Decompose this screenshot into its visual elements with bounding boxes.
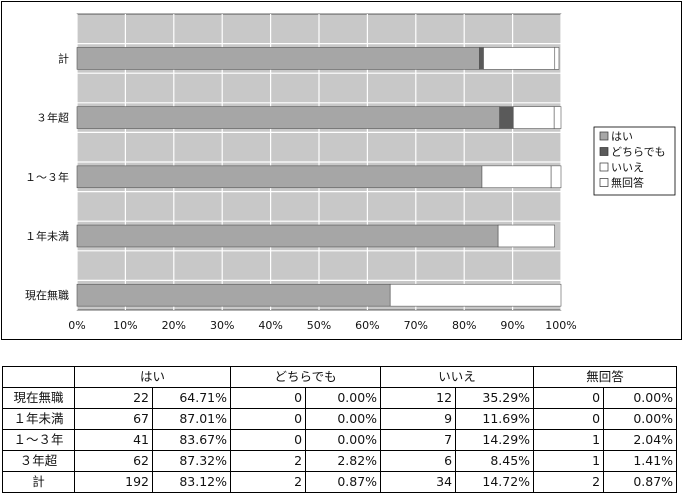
table-cell-percent: 11.69% — [455, 408, 535, 430]
bar-segment — [553, 106, 562, 129]
legend-label: どちらでも — [611, 146, 666, 159]
table-cell-percent: 0.00% — [603, 408, 678, 430]
bar-segment — [76, 47, 480, 70]
table-cell-percent: 35.29% — [455, 387, 535, 409]
legend-swatch — [599, 178, 609, 187]
table-cell-count: 0 — [230, 429, 307, 451]
bar-segment — [499, 106, 514, 129]
table-row: ３年超 62 87.32% 2 2.82% 6 8.45% 1 1.41% — [2, 450, 678, 472]
table-cell-count: 1 — [533, 429, 605, 451]
x-tick-label: 100% — [545, 319, 576, 332]
table-cell-count: 2 — [230, 450, 307, 472]
table-cell-percent: 83.67% — [151, 429, 232, 451]
legend-label: 無回答 — [611, 176, 644, 190]
table-cell-count: 34 — [380, 471, 457, 493]
table-row-label: １～３年 — [2, 429, 75, 451]
table-cell-percent: 2.04% — [603, 429, 678, 451]
bar-segment — [550, 165, 562, 189]
table-cell-percent: 87.01% — [151, 408, 232, 430]
legend-swatch — [599, 147, 609, 156]
table-row: １年未満 67 87.01% 0 0.00% 9 11.69% 0 0.00% — [2, 408, 678, 430]
x-tick-label: 40% — [258, 319, 282, 332]
table-cell-count: 12 — [380, 387, 457, 409]
legend-swatch — [599, 162, 609, 172]
x-tick-label: 0% — [68, 319, 85, 332]
table-row: 計 192 83.12% 2 0.87% 34 14.72% 2 0.87% — [2, 471, 678, 493]
table-cell-count: 0 — [230, 408, 307, 430]
table-row-label: 計 — [2, 471, 75, 493]
table-cell-percent: 2.82% — [305, 450, 382, 472]
bar-segment — [479, 47, 484, 70]
bar-segment — [76, 106, 500, 129]
table-cell-count: 6 — [380, 450, 457, 472]
table-cell-percent: 1.41% — [603, 450, 678, 472]
x-tick-label: 30% — [210, 319, 234, 332]
bar-segment — [554, 47, 560, 70]
table-cell-count: 62 — [74, 450, 153, 472]
chart-frame: 計 ３年超 １～３年 １年未満現在無職 0% 10% 20% 30% 40% 50% 60% 70% 8… — [1, 1, 682, 340]
bar-segment — [76, 165, 483, 189]
category-label: 計 — [58, 51, 69, 65]
x-tick-label: 70% — [404, 319, 428, 332]
table-cell-percent: 87.32% — [151, 450, 232, 472]
table-cell-percent: 0.00% — [603, 387, 678, 409]
table-body: 現在無職 22 64.71% 0 0.00% 12 35.29% 0 0.00% １年未満 67 87… — [2, 387, 678, 493]
bar-segment — [76, 283, 391, 307]
category-label: １～３年 — [25, 170, 69, 184]
table-cell-count: 1 — [533, 450, 605, 472]
table-cell-count: 2 — [533, 471, 605, 493]
table-cell-percent: 0.87% — [305, 471, 382, 493]
table-cell-count: 0 — [533, 408, 605, 430]
table-row-label: １年未満 — [2, 408, 75, 430]
table-cell-percent: 14.72% — [455, 471, 535, 493]
table-cell-count: 2 — [230, 471, 307, 493]
table-row-label: 現在無職 — [2, 387, 75, 409]
table-header: どちらでも — [230, 366, 382, 388]
table-cell-percent: 0.00% — [305, 408, 382, 430]
table-cell-percent: 83.12% — [151, 471, 232, 493]
x-tick-label: 10% — [113, 319, 137, 332]
category-label: １年未満 — [25, 229, 69, 243]
table-cell-count: 41 — [74, 429, 153, 451]
table-cell-percent: 0.00% — [305, 387, 382, 409]
legend-swatch — [599, 131, 609, 141]
table-header: いいえ — [380, 366, 535, 388]
table-header: はい — [73, 366, 232, 388]
table-cell-count: 192 — [74, 471, 153, 493]
bar-segment — [76, 224, 499, 248]
table-cell-count: 0 — [230, 387, 307, 409]
bar-segment — [512, 106, 555, 129]
bar-segment — [497, 224, 556, 248]
x-tick-label: 90% — [500, 319, 524, 332]
legend-label: はい — [611, 130, 633, 143]
table-row: 現在無職 22 64.71% 0 0.00% 12 35.29% 0 0.00% — [2, 387, 678, 409]
table-cell-count: 7 — [380, 429, 457, 451]
bar-segment — [389, 283, 562, 307]
table-cell-percent: 0.00% — [305, 429, 382, 451]
category-label: ３年超 — [36, 111, 69, 125]
x-tick-label: 80% — [452, 319, 476, 332]
table-row-label: ３年超 — [2, 450, 75, 472]
table-cell-percent: 8.45% — [455, 450, 535, 472]
table-cell-count: 67 — [74, 408, 153, 430]
x-tick-label: 20% — [162, 319, 186, 332]
x-tick-label: 50% — [307, 319, 331, 332]
table-cell-count: 0 — [533, 387, 605, 409]
table-cell-count: 9 — [380, 408, 457, 430]
x-tick-label: 60% — [355, 319, 379, 332]
table-cell-count: 22 — [74, 387, 153, 409]
table-cell-percent: 14.29% — [455, 429, 535, 451]
table-row: １～３年 41 83.67% 0 0.00% 7 14.29% 1 2.04% — [2, 429, 678, 451]
table-header: 無回答 — [533, 366, 678, 388]
category-label: 現在無職 — [25, 288, 69, 302]
table-header-row: はい どちらでも いいえ 無回答 — [2, 366, 678, 388]
bar-segment — [481, 165, 552, 189]
data-table: はい どちらでも いいえ 無回答 現在無職 22 64.71% 0 0.00% 12 35.… — [2, 366, 678, 493]
table-cell-percent: 64.71% — [151, 387, 232, 409]
legend-label: いいえ — [611, 161, 644, 174]
table-cell-percent: 0.87% — [603, 471, 678, 493]
table-corner — [2, 366, 75, 388]
bar-segment — [483, 47, 556, 70]
